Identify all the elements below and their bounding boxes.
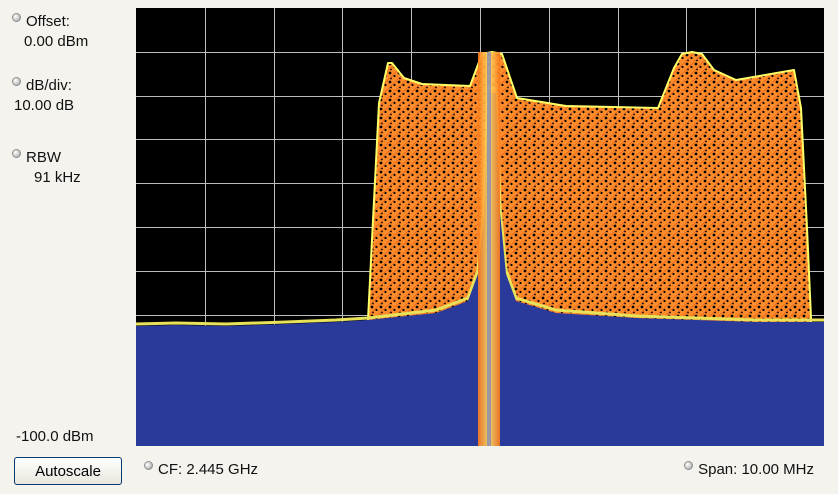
autoscale-button[interactable]: Autoscale	[14, 457, 122, 485]
spectrum-display[interactable]	[136, 8, 824, 446]
offset-label: Offset:	[26, 13, 70, 30]
rbw-label: RBW	[26, 149, 61, 166]
span-control[interactable]: Span: 10.00 MHz	[684, 461, 814, 478]
db-per-div-knob-icon[interactable]	[12, 77, 21, 86]
rbw-control[interactable]: RBW 91 kHz	[12, 148, 81, 188]
span-text[interactable]: Span: 10.00 MHz	[698, 461, 814, 478]
center-carrier-core	[487, 52, 491, 446]
rbw-knob-icon[interactable]	[12, 149, 21, 158]
offset-value[interactable]: 0.00 dBm	[24, 33, 89, 50]
rbw-value[interactable]: 91 kHz	[34, 169, 81, 186]
offset-control[interactable]: Offset: 0.00 dBm	[12, 12, 88, 52]
span-knob-icon[interactable]	[684, 461, 694, 470]
center-frequency-text[interactable]: CF: 2.445 GHz	[158, 461, 259, 478]
db-per-div-control[interactable]: dB/div: 10.00 dB	[12, 76, 74, 116]
spectrum-graphic	[136, 8, 824, 446]
center-frequency-control[interactable]: CF: 2.445 GHz	[144, 461, 258, 478]
db-per-div-value[interactable]: 10.00 dB	[14, 97, 75, 114]
center-frequency-knob-icon[interactable]	[144, 461, 153, 470]
bottom-reference-level: -100.0 dBm	[16, 428, 94, 445]
db-per-div-label: dB/div:	[26, 77, 72, 94]
wideband-signal-envelope	[367, 51, 812, 329]
offset-knob-icon[interactable]	[12, 13, 21, 22]
